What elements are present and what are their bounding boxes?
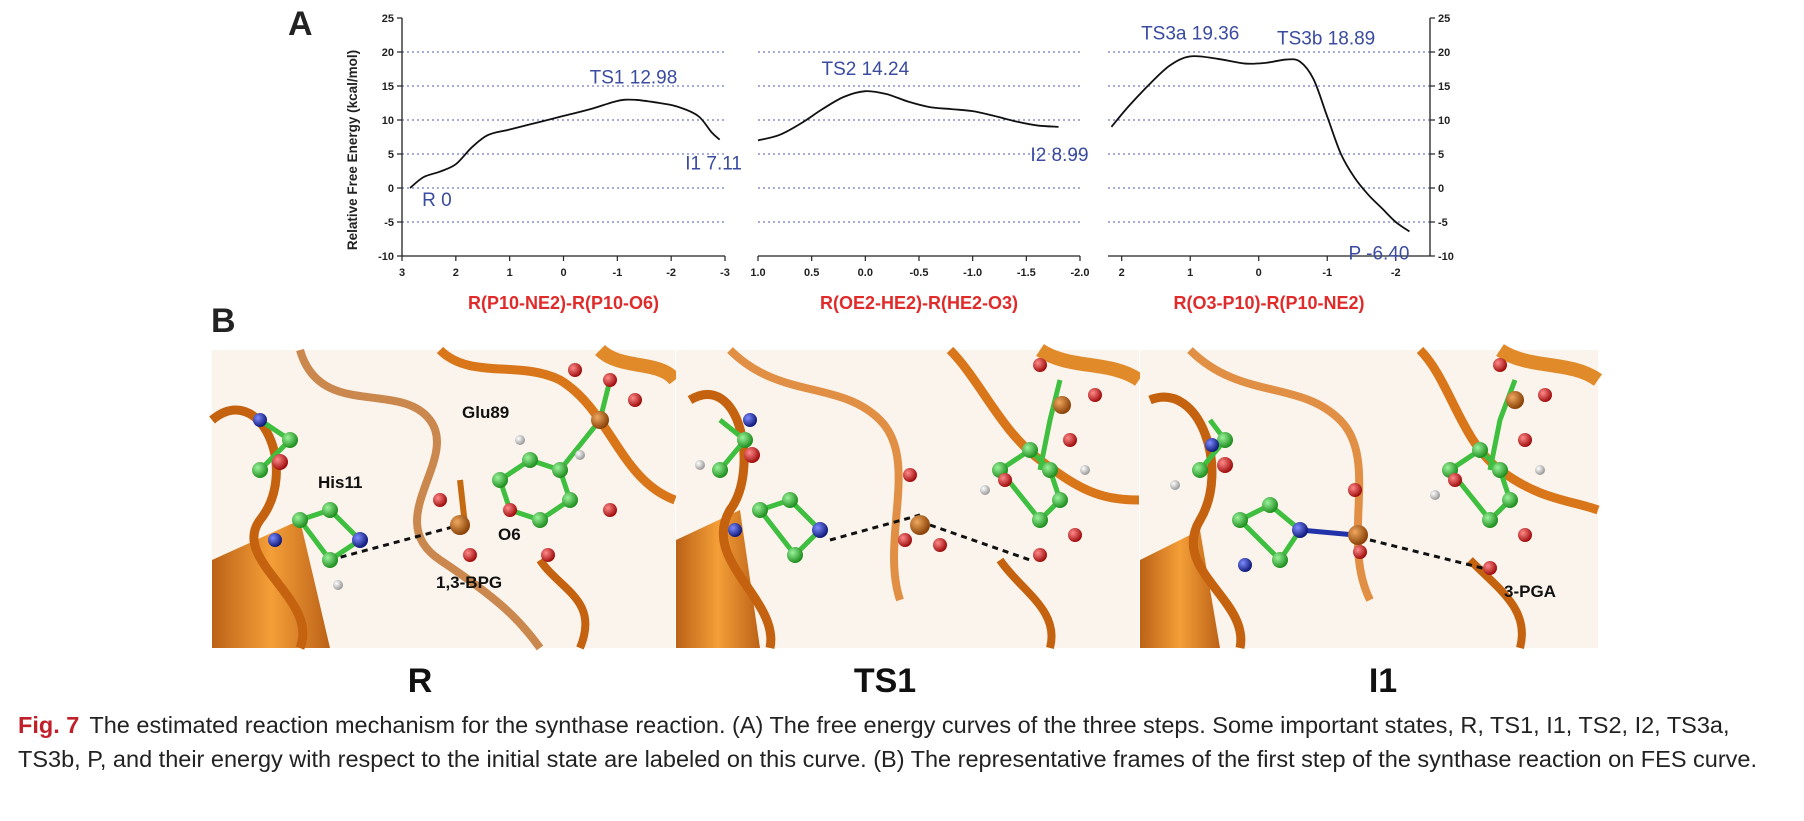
x-tick-label: -2 (666, 267, 676, 279)
y-tick-label: -5 (384, 217, 394, 229)
x-tick-label: 0.0 (858, 267, 873, 279)
x-tick-label: -2.0 (1071, 267, 1090, 279)
x-tick-label: 1 (1187, 267, 1193, 279)
y-tick-label: -10 (1438, 251, 1454, 263)
series-line (1110, 55, 1410, 233)
y-tick-label: -10 (378, 251, 394, 263)
label-glu89: Glu89 (462, 403, 509, 422)
frame-r: His11 Glu89 O6 1,3-BPG (209, 344, 681, 651)
figure-caption: Fig. 7 The estimated reaction mechanism f… (18, 708, 1798, 776)
y-tick-label: 25 (1438, 13, 1450, 25)
label-his11: His11 (318, 473, 362, 492)
x-tick-label: 2 (1119, 267, 1125, 279)
series-line (409, 98, 721, 189)
y-tick-label: 0 (388, 183, 394, 195)
frame-title-i1: I1 (1369, 662, 1397, 700)
caption-figure-number: Fig. 7 (18, 712, 80, 738)
panel-a-letter: A (288, 5, 313, 43)
state-label: P -6.40 (1349, 244, 1410, 265)
x-tick-label: 0.5 (804, 267, 819, 279)
state-label: R 0 (422, 190, 452, 211)
y-tick-label: 25 (382, 13, 394, 25)
state-label: I1 7.11 (685, 154, 742, 175)
x-tick-label: -2 (1391, 267, 1401, 279)
y-tick-label: 0 (1438, 183, 1444, 195)
label-13bpg: 1,3-BPG (436, 573, 502, 592)
x-tick-label: -1.0 (963, 267, 982, 279)
state-label: TS1 12.98 (590, 68, 678, 89)
frame-i1: 3-PGA (1140, 343, 1603, 650)
y-tick-label: -5 (1438, 217, 1448, 229)
y-tick-label: 15 (382, 81, 394, 93)
y-tick-label: 10 (1438, 115, 1450, 127)
y-tick-label: 5 (1438, 149, 1444, 161)
x-tick-label: 1 (507, 267, 513, 279)
x-tick-label: -1.5 (1017, 267, 1036, 279)
frame-ts1 (676, 343, 1143, 650)
caption-text: The estimated reaction mechanism for the… (18, 712, 1758, 772)
frame-title-r: R (408, 662, 433, 700)
y-tick-label: 10 (382, 115, 394, 127)
chart-step-2: 1.0 0.5 0.0 -0.5 -1.0 -1.5 -2.0 TS2 14.24 I2 8.9… (750, 51, 1090, 313)
x-axis-title: R(O3-P10)-R(P10-NE2) (1173, 293, 1364, 313)
series-line (757, 90, 1059, 142)
x-tick-label: 0 (560, 267, 566, 279)
state-label: TS3b 18.89 (1277, 29, 1375, 50)
x-tick-label: 1.0 (750, 267, 765, 279)
x-tick-label: -1 (1322, 267, 1332, 279)
x-tick-label: 3 (399, 267, 405, 279)
state-label: TS2 14.24 (821, 59, 909, 80)
panel-b-letter: B (211, 302, 236, 340)
y-tick-label: 20 (1438, 47, 1450, 59)
frame-title-ts1: TS1 (854, 662, 916, 700)
x-tick-label: -1 (612, 267, 622, 279)
x-tick-label: -0.5 (910, 267, 929, 279)
state-label: TS3a 19.36 (1141, 23, 1239, 44)
y-tick-label: 15 (1438, 81, 1450, 93)
x-axis-title: R(OE2-HE2)-R(HE2-O3) (820, 293, 1018, 313)
x-tick-label: -3 (720, 267, 730, 279)
x-tick-label: 0 (1256, 267, 1262, 279)
x-tick-label: 2 (453, 267, 459, 279)
label-3pga: 3-PGA (1504, 582, 1556, 601)
y-tick-label: 5 (388, 149, 394, 161)
y-axis-label: Relative Free Energy (kcal/mol) (345, 50, 360, 250)
y-tick-label: 20 (382, 47, 394, 59)
x-axis-title: R(P10-NE2)-R(P10-O6) (468, 293, 659, 313)
label-o6: O6 (498, 525, 521, 544)
state-label: I2 8.99 (1030, 145, 1088, 166)
